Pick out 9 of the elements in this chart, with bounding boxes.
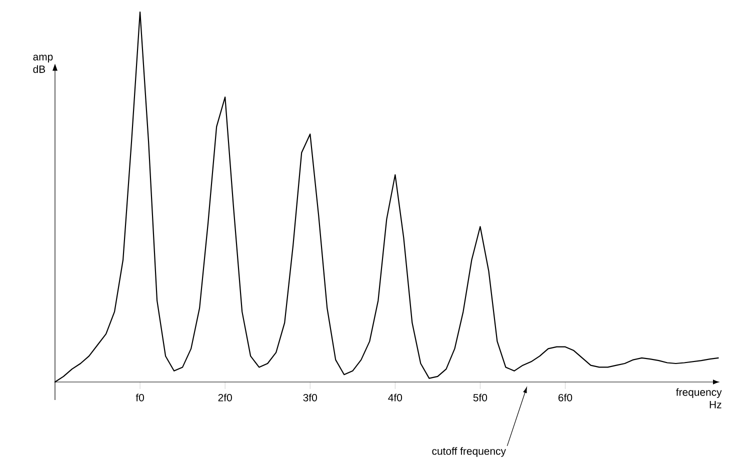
x-tick-label: 4f0 xyxy=(388,394,402,402)
x-tick-label: 6f0 xyxy=(558,394,572,402)
x-axis-title: frequency Hz xyxy=(676,388,722,408)
text: cutoff frequency xyxy=(432,447,506,457)
y-axis-title: amp dB xyxy=(33,54,53,73)
x-tick-label: 5f0 xyxy=(473,394,488,402)
x-tick-label: f0 xyxy=(136,394,144,402)
x-tick-label: 2f0 xyxy=(218,394,232,402)
x-tick-label: 3f0 xyxy=(303,394,317,402)
